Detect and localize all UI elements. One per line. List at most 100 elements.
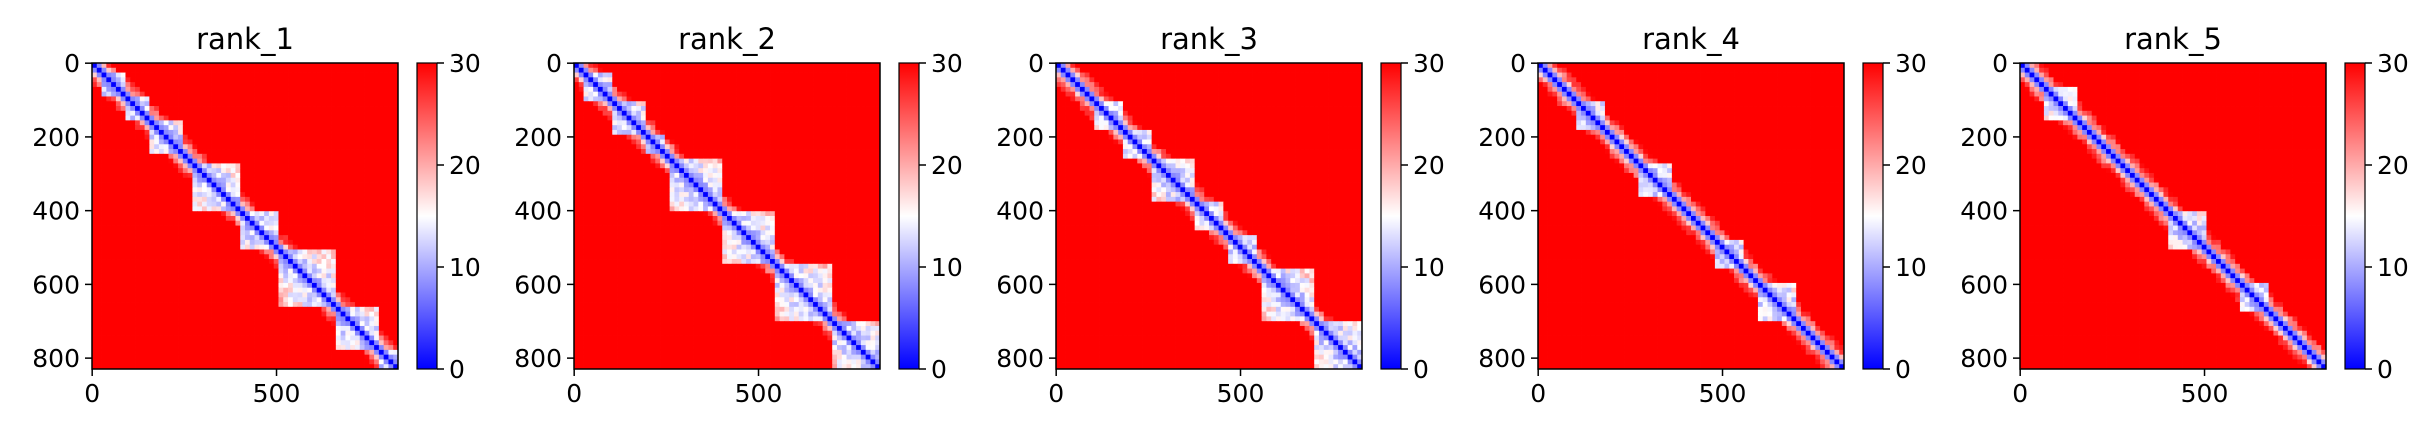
heatmap-cell	[297, 196, 303, 203]
heatmap-cell	[144, 91, 150, 97]
heatmap-cell	[746, 120, 752, 126]
heatmap-cell	[120, 101, 126, 107]
heatmap-cell	[278, 72, 284, 78]
heatmap-cell	[259, 177, 265, 183]
heatmap-cell	[192, 153, 198, 160]
heatmap-cell	[354, 82, 361, 88]
heatmap-cell	[307, 172, 313, 179]
heatmap-cell	[688, 101, 694, 107]
heatmap-cell	[168, 211, 174, 217]
heatmap-cell	[96, 196, 102, 203]
heatmap-cell	[197, 110, 203, 116]
heatmap-cell	[340, 364, 346, 370]
heatmap-cell	[216, 82, 222, 88]
heatmap-cell	[254, 297, 260, 303]
heatmap-cell	[302, 216, 308, 222]
heatmap-cell	[292, 239, 298, 246]
heatmap-cell	[101, 125, 107, 131]
heatmap-cell	[278, 292, 284, 298]
heatmap-cell	[779, 115, 785, 121]
heatmap-cell	[268, 110, 275, 116]
heatmap-cell	[225, 106, 232, 112]
heatmap-cell	[101, 201, 107, 207]
heatmap-cell	[636, 67, 642, 73]
heatmap-cell	[197, 144, 203, 150]
heatmap-cell	[192, 325, 198, 332]
heatmap-cell	[316, 134, 322, 140]
heatmap-cell	[827, 91, 833, 97]
heatmap-cell	[192, 311, 198, 317]
heatmap-cell	[278, 364, 284, 370]
heatmap-cell	[139, 201, 145, 207]
heatmap-cell	[321, 278, 327, 284]
heatmap-cell	[316, 268, 322, 274]
heatmap-cell	[273, 120, 279, 126]
heatmap-cell	[359, 86, 365, 93]
heatmap-cell	[197, 311, 203, 317]
heatmap-cell	[307, 364, 313, 370]
heatmap-cell	[292, 235, 298, 241]
heatmap-cell	[354, 335, 361, 341]
heatmap-cell	[698, 77, 704, 83]
heatmap-cell	[245, 125, 251, 131]
heatmap-cell	[817, 91, 824, 97]
heatmap-cell	[369, 168, 375, 174]
heatmap-cell	[832, 96, 838, 102]
heatmap-cell	[283, 321, 289, 327]
heatmap-cell	[345, 163, 351, 169]
heatmap-cell	[192, 321, 198, 327]
heatmap-cell	[364, 220, 370, 226]
heatmap-cell	[621, 110, 627, 116]
heatmap-cell	[856, 72, 862, 78]
heatmap-cell	[636, 120, 642, 126]
heatmap-cell	[588, 110, 594, 116]
heatmap-cell	[249, 244, 255, 250]
heatmap-cell	[92, 263, 98, 269]
heatmap-cell	[297, 139, 303, 145]
heatmap-cell	[717, 67, 723, 73]
heatmap-cell	[216, 345, 222, 351]
heatmap-cell	[326, 125, 332, 131]
heatmap-cell	[736, 72, 742, 78]
heatmap-cell	[106, 235, 112, 241]
heatmap-cell	[856, 101, 862, 107]
heatmap-cell	[211, 345, 217, 351]
heatmap-cell	[817, 106, 824, 112]
heatmap-cell	[254, 101, 260, 107]
heatmap-cell	[135, 259, 141, 265]
heatmap-cell	[278, 201, 284, 207]
heatmap-cell	[750, 125, 757, 131]
heatmap-cell	[326, 115, 332, 121]
heatmap-cell	[808, 106, 814, 112]
heatmap-cell	[125, 125, 131, 131]
heatmap-cell	[345, 273, 351, 279]
heatmap-cell	[660, 110, 666, 116]
heatmap-cell	[254, 192, 260, 198]
heatmap-cell	[292, 206, 298, 212]
heatmap-cell	[374, 273, 380, 279]
heatmap-cell	[273, 149, 279, 155]
heatmap-cell	[245, 349, 251, 356]
heatmap-cell	[101, 235, 107, 241]
heatmap-cell	[679, 77, 685, 83]
heatmap-cell	[331, 354, 337, 360]
heatmap-cell	[230, 297, 236, 303]
heatmap-cell	[259, 325, 265, 332]
heatmap-cell	[779, 96, 785, 102]
heatmap-cell	[350, 359, 356, 365]
heatmap-cell	[331, 72, 337, 78]
heatmap-cell	[860, 82, 867, 88]
heatmap-cell	[178, 282, 184, 289]
heatmap-cell	[727, 115, 733, 121]
heatmap-cell	[321, 306, 327, 313]
heatmap-cell	[359, 340, 365, 346]
heatmap-cell	[249, 91, 255, 97]
heatmap-cell	[335, 82, 342, 88]
heatmap-cell	[288, 177, 294, 183]
heatmap-cell	[115, 306, 122, 313]
heatmap-cell	[111, 144, 117, 150]
heatmap-cell	[125, 101, 131, 107]
heatmap-cell	[101, 287, 107, 293]
heatmap-cell	[182, 239, 189, 246]
heatmap-cell	[808, 67, 814, 73]
